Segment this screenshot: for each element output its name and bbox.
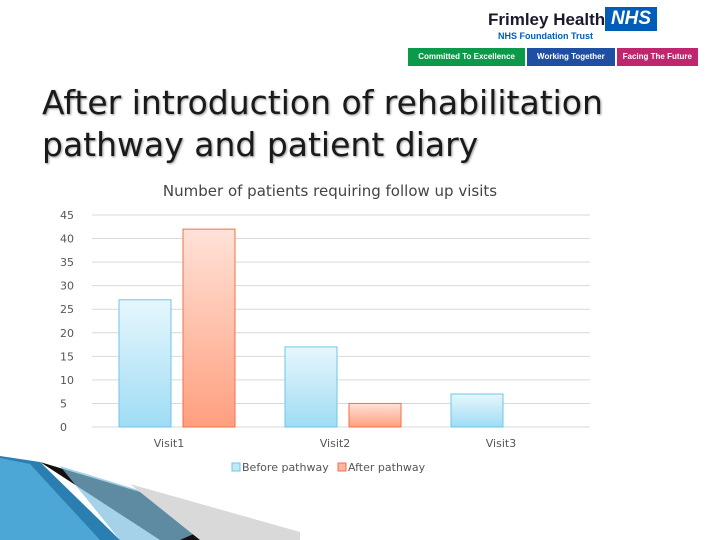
chart-title: Number of patients requiring follow up v… — [163, 182, 497, 200]
legend-label: Before pathway — [242, 461, 329, 474]
value-excellence: Committed To Excellence — [408, 48, 526, 66]
y-tick-label: 40 — [60, 233, 74, 246]
bar-before-pathway-visit1 — [118, 299, 172, 428]
legend-swatch — [231, 462, 241, 472]
bar-after-pathway-visit1 — [182, 228, 236, 428]
y-tick-label: 20 — [60, 327, 74, 340]
legend-label: After pathway — [348, 461, 426, 474]
bar-chart: Number of patients requiring follow up v… — [60, 182, 590, 474]
y-tick-label: 45 — [60, 209, 74, 222]
y-tick-label: 0 — [60, 421, 67, 434]
y-tick-label: 10 — [60, 374, 74, 387]
legend-swatch — [337, 462, 347, 472]
x-tick-label: Visit2 — [320, 437, 350, 450]
nhs-logo: NHS — [605, 7, 657, 31]
org-name: Frimley Health — [488, 10, 606, 29]
y-tick-label: 25 — [60, 303, 74, 316]
x-tick-label: Visit3 — [486, 437, 516, 450]
bar-after-pathway-visit2 — [348, 402, 402, 428]
values-strip: Committed To Excellence Working Together… — [408, 48, 699, 66]
slide-title: After introduction of rehabilitation pat… — [42, 83, 603, 164]
y-tick-label: 30 — [60, 280, 74, 293]
trust-name: NHS Foundation Trust — [498, 31, 593, 41]
value-together: Working Together — [527, 48, 615, 66]
y-tick-label: 15 — [60, 350, 74, 363]
trust-logo: Frimley Health NHS NHS Foundation Trust … — [408, 4, 708, 68]
bar-before-pathway-visit3 — [450, 393, 504, 428]
y-tick-label: 35 — [60, 256, 74, 269]
x-tick-label: Visit1 — [154, 437, 184, 450]
y-tick-label: 5 — [60, 397, 67, 410]
value-future: Facing The Future — [616, 48, 699, 66]
decorative-swoosh — [0, 456, 300, 540]
bar-before-pathway-visit2 — [284, 346, 338, 428]
